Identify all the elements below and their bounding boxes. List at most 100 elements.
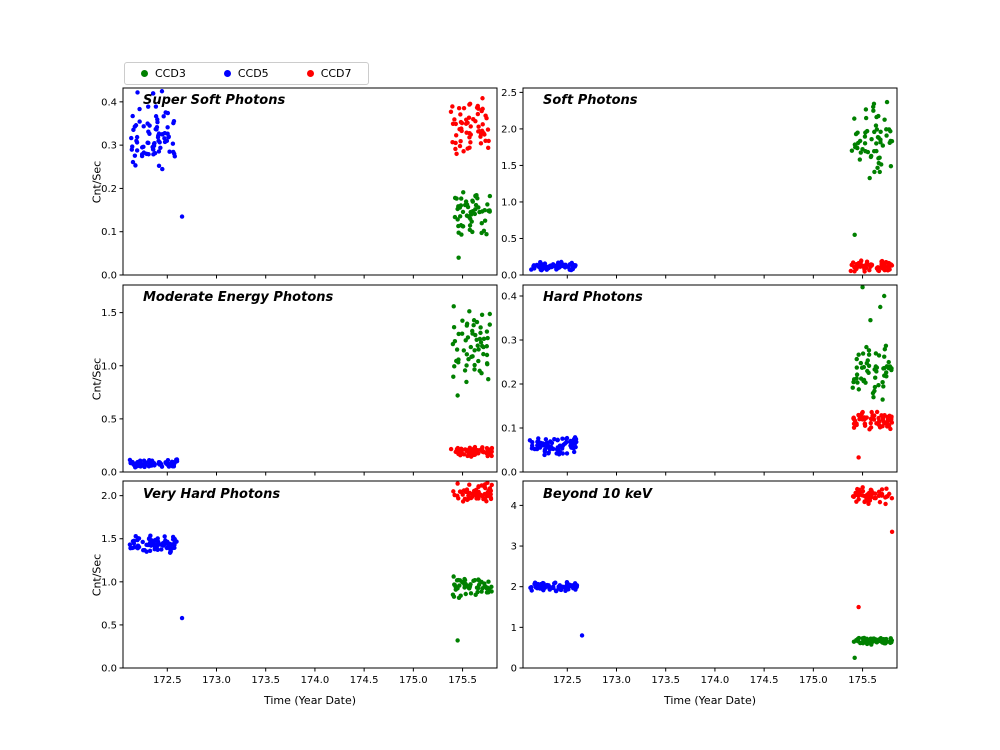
- data-point-ccd7: [480, 122, 485, 127]
- data-point-ccd5: [560, 436, 565, 441]
- data-point-ccd5: [564, 580, 570, 585]
- data-point-ccd7: [448, 109, 454, 115]
- y-tick-label: 0.3: [101, 141, 117, 152]
- data-point-ccd7: [465, 489, 470, 495]
- data-point-ccd5: [151, 152, 156, 157]
- data-point-ccd7: [464, 117, 469, 122]
- data-point-ccd5: [164, 461, 169, 466]
- data-point-ccd5: [135, 90, 140, 95]
- data-point-ccd5: [171, 151, 177, 156]
- data-point-ccd7: [861, 264, 866, 269]
- data-point-ccd5: [153, 126, 158, 132]
- data-point-ccd5: [160, 132, 165, 137]
- data-point-ccd3: [476, 205, 481, 210]
- data-point-ccd5: [530, 440, 535, 445]
- x-tick-label: 174.5: [350, 675, 379, 686]
- data-point-ccd7: [862, 499, 867, 505]
- data-point-ccd7: [468, 132, 473, 137]
- data-point-ccd3: [874, 369, 879, 374]
- data-point-ccd3: [476, 358, 481, 364]
- data-point-ccd5: [152, 543, 157, 549]
- data-point-ccd7: [881, 419, 886, 425]
- y-tick-label: 2: [511, 582, 517, 593]
- data-point-ccd5: [552, 581, 557, 586]
- data-point-ccd3: [869, 637, 875, 643]
- x-tick-label: 173.0: [602, 675, 631, 686]
- data-point-ccd7: [471, 117, 476, 122]
- x-tick-label: 175.0: [799, 675, 828, 686]
- x-tick-label: 174.0: [701, 675, 730, 686]
- data-point-ccd3: [854, 145, 860, 150]
- data-point-ccd7: [874, 409, 880, 415]
- data-point-ccd7: [887, 491, 892, 497]
- data-point-ccd5: [555, 437, 560, 443]
- y-axis-label-row1: Cnt/Sec: [90, 160, 104, 204]
- data-point-ccd3: [487, 193, 493, 199]
- data-point-ccd3: [858, 360, 864, 366]
- data-point-ccd3: [450, 341, 456, 347]
- data-point-ccd7: [877, 499, 883, 505]
- data-point-ccd5: [151, 460, 157, 466]
- data-point-ccd7: [867, 427, 872, 432]
- data-point-ccd3: [454, 347, 460, 352]
- data-point-ccd7: [453, 146, 458, 152]
- data-point-ccd3: [875, 165, 880, 171]
- data-point-ccd3: [863, 638, 868, 643]
- data-point-ccd3: [461, 348, 467, 353]
- data-point-ccd5: [155, 117, 160, 122]
- data-point-ccd7: [480, 445, 485, 450]
- data-point-ccd5: [179, 615, 185, 621]
- data-point-ccd3: [485, 362, 490, 367]
- data-point-ccd5: [155, 135, 161, 140]
- data-point-ccd5: [571, 436, 577, 442]
- data-point-ccd7: [868, 416, 874, 422]
- data-point-ccd3: [871, 108, 876, 113]
- data-point-ccd5: [144, 151, 149, 157]
- x-axis-label-right: Time (Year Date): [663, 694, 757, 707]
- data-point-ccd3: [451, 374, 456, 379]
- y-tick-label: 3: [511, 542, 517, 553]
- data-point-ccd7: [849, 262, 854, 268]
- data-point-ccd3: [475, 343, 480, 348]
- data-point-ccd3: [481, 336, 487, 342]
- data-point-ccd3: [457, 205, 463, 210]
- data-point-ccd5: [560, 262, 565, 268]
- data-point-ccd3: [868, 154, 874, 160]
- data-point-ccd7: [872, 495, 877, 501]
- data-point-ccd7: [458, 139, 463, 144]
- legend-label-ccd3: CCD3: [155, 67, 186, 80]
- data-point-ccd7: [860, 488, 866, 494]
- data-point-ccd5: [162, 534, 167, 539]
- data-point-ccd7: [876, 489, 882, 495]
- data-point-ccd7: [482, 491, 487, 497]
- data-point-ccd5: [165, 110, 171, 116]
- data-point-ccd7: [885, 268, 890, 273]
- data-point-ccd5: [179, 214, 185, 219]
- data-point-ccd5: [145, 104, 151, 109]
- subplot-title-super-soft: Super Soft Photons: [143, 93, 286, 108]
- data-point-ccd5: [537, 264, 542, 270]
- data-point-ccd7: [457, 143, 463, 149]
- data-point-ccd7: [465, 497, 470, 503]
- data-point-ccd7: [450, 104, 455, 109]
- data-point-ccd3: [872, 388, 877, 394]
- data-point-ccd5: [138, 461, 143, 466]
- data-point-ccd5: [147, 461, 152, 466]
- subplot-title-moderate: Moderate Energy Photons: [143, 290, 334, 305]
- data-point-ccd5: [540, 264, 546, 270]
- data-point-ccd3: [484, 232, 489, 237]
- data-point-ccd3: [881, 366, 886, 371]
- data-point-ccd5: [171, 119, 177, 124]
- data-point-ccd3: [478, 325, 483, 330]
- data-point-ccd3: [871, 395, 876, 400]
- data-point-ccd3: [482, 218, 488, 223]
- data-point-ccd7: [453, 121, 459, 127]
- data-point-ccd7: [851, 425, 857, 430]
- data-point-ccd3: [462, 577, 468, 583]
- data-point-ccd3: [472, 348, 477, 353]
- data-point-ccd3: [879, 162, 884, 167]
- y-tick-label: 0.0: [501, 271, 517, 282]
- data-point-ccd5: [542, 452, 547, 458]
- data-point-ccd3: [877, 169, 882, 175]
